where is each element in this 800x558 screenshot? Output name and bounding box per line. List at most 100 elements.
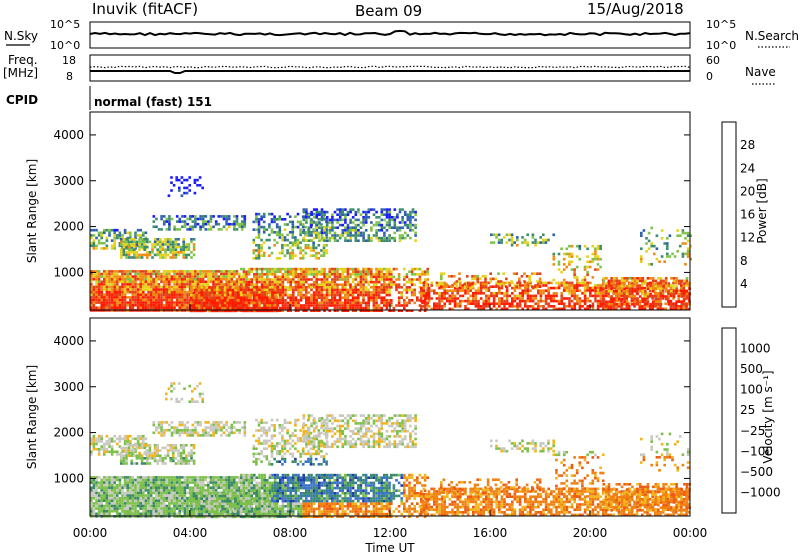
heatmap-cell bbox=[165, 288, 168, 291]
heatmap-cell bbox=[318, 278, 321, 281]
heatmap-cell bbox=[644, 280, 647, 283]
heatmap-cell bbox=[181, 176, 184, 179]
heatmap-cell bbox=[642, 277, 645, 280]
heatmap-cell bbox=[123, 254, 126, 257]
heatmap-cell bbox=[172, 243, 175, 246]
heatmap-cell bbox=[273, 239, 276, 242]
heatmap-cell bbox=[334, 211, 337, 214]
heatmap-cell bbox=[160, 286, 163, 289]
heatmap-cell bbox=[388, 224, 391, 227]
heatmap-cell bbox=[155, 426, 158, 429]
heatmap-cell bbox=[128, 251, 131, 254]
heatmap-cell bbox=[568, 245, 571, 248]
heatmap-cell bbox=[629, 285, 632, 288]
heatmap-cell bbox=[256, 276, 259, 279]
heatmap-cell bbox=[239, 304, 242, 307]
heatmap-cell bbox=[683, 293, 686, 296]
heatmap-cell bbox=[204, 273, 207, 276]
heatmap-cell bbox=[120, 241, 123, 244]
nave-right-tick-top: 60 bbox=[706, 54, 720, 67]
heatmap-cell bbox=[183, 187, 186, 190]
heatmap-cell bbox=[231, 223, 234, 226]
heatmap-cell bbox=[128, 449, 131, 452]
heatmap-cell bbox=[299, 228, 302, 231]
heatmap-cell bbox=[255, 254, 258, 257]
heatmap-cell bbox=[297, 281, 300, 284]
heatmap-cell bbox=[370, 281, 373, 284]
heatmap-cell bbox=[357, 268, 360, 271]
heatmap-cell bbox=[177, 243, 180, 246]
heatmap-cell bbox=[263, 289, 266, 292]
heatmap-cell bbox=[292, 223, 295, 226]
heatmap-cell bbox=[312, 249, 315, 252]
heatmap-cell bbox=[321, 216, 324, 219]
heatmap-cell bbox=[675, 290, 678, 293]
heatmap-cell bbox=[220, 273, 223, 276]
heatmap-cell bbox=[203, 302, 206, 305]
heatmap-cell bbox=[263, 294, 266, 297]
heatmap-cell bbox=[279, 215, 282, 218]
heatmap-cell bbox=[677, 297, 680, 300]
heatmap-cell bbox=[111, 299, 114, 302]
heatmap-cell bbox=[229, 286, 232, 289]
heatmap-cell bbox=[328, 276, 331, 279]
heatmap-cell bbox=[341, 278, 344, 281]
heatmap-cell bbox=[103, 492, 106, 495]
heatmap-cell bbox=[581, 292, 584, 295]
heatmap-cell bbox=[155, 299, 158, 302]
heatmap-cell bbox=[208, 302, 211, 305]
heatmap-cell bbox=[126, 232, 129, 235]
heatmap-cell bbox=[248, 296, 251, 299]
heatmap-cell bbox=[647, 300, 650, 303]
heatmap-cell bbox=[597, 268, 600, 271]
heatmap-cell bbox=[200, 291, 203, 294]
heatmap-cell bbox=[197, 275, 200, 278]
heatmap-cell bbox=[164, 454, 167, 457]
heatmap-cell bbox=[93, 304, 96, 307]
heatmap-cell bbox=[250, 283, 253, 286]
heatmap-cell bbox=[347, 278, 350, 281]
heatmap-cell bbox=[636, 300, 639, 303]
heatmap-cell bbox=[282, 307, 285, 310]
heatmap-cell bbox=[142, 270, 145, 273]
heatmap-cell bbox=[108, 296, 111, 299]
heatmap-cell bbox=[98, 232, 101, 235]
heatmap-cell bbox=[355, 234, 358, 237]
heatmap-cell bbox=[123, 462, 126, 465]
heatmap-cell bbox=[540, 289, 543, 292]
heatmap-cell bbox=[640, 255, 643, 258]
heatmap-cell bbox=[407, 216, 410, 219]
heatmap-cell bbox=[111, 291, 114, 294]
heatmap-cell bbox=[155, 273, 158, 276]
heatmap-cell bbox=[438, 300, 441, 303]
heatmap-cell bbox=[258, 276, 261, 279]
heatmap-cell bbox=[113, 291, 116, 294]
heatmap-cell bbox=[318, 270, 321, 273]
heatmap-cell bbox=[469, 302, 472, 305]
heatmap-cell bbox=[339, 211, 342, 214]
heatmap-cell bbox=[240, 281, 243, 284]
heatmap-cell bbox=[211, 289, 214, 292]
heatmap-cell bbox=[326, 289, 329, 292]
heatmap-cell bbox=[163, 291, 166, 294]
heatmap-cell bbox=[143, 452, 146, 455]
heatmap-cell bbox=[106, 291, 109, 294]
heatmap-cell bbox=[173, 278, 176, 281]
heatmap-cell bbox=[123, 454, 126, 457]
heatmap-cell bbox=[449, 295, 452, 298]
heatmap-cell bbox=[103, 301, 106, 304]
heatmap-cell bbox=[464, 289, 467, 292]
heatmap-cell bbox=[331, 268, 334, 271]
heatmap-cell bbox=[629, 290, 632, 293]
heatmap-cell bbox=[146, 256, 149, 259]
heatmap-cell bbox=[276, 241, 279, 244]
heatmap-cell bbox=[168, 220, 171, 223]
heatmap-cell bbox=[299, 221, 302, 224]
heatmap-cell bbox=[243, 281, 246, 284]
heatmap-cell bbox=[176, 301, 179, 304]
heatmap-cell bbox=[610, 280, 613, 283]
heatmap-cell bbox=[503, 295, 506, 298]
heatmap-cell bbox=[162, 241, 165, 244]
heatmap-cell bbox=[357, 302, 360, 305]
heatmap-cell bbox=[476, 280, 479, 283]
